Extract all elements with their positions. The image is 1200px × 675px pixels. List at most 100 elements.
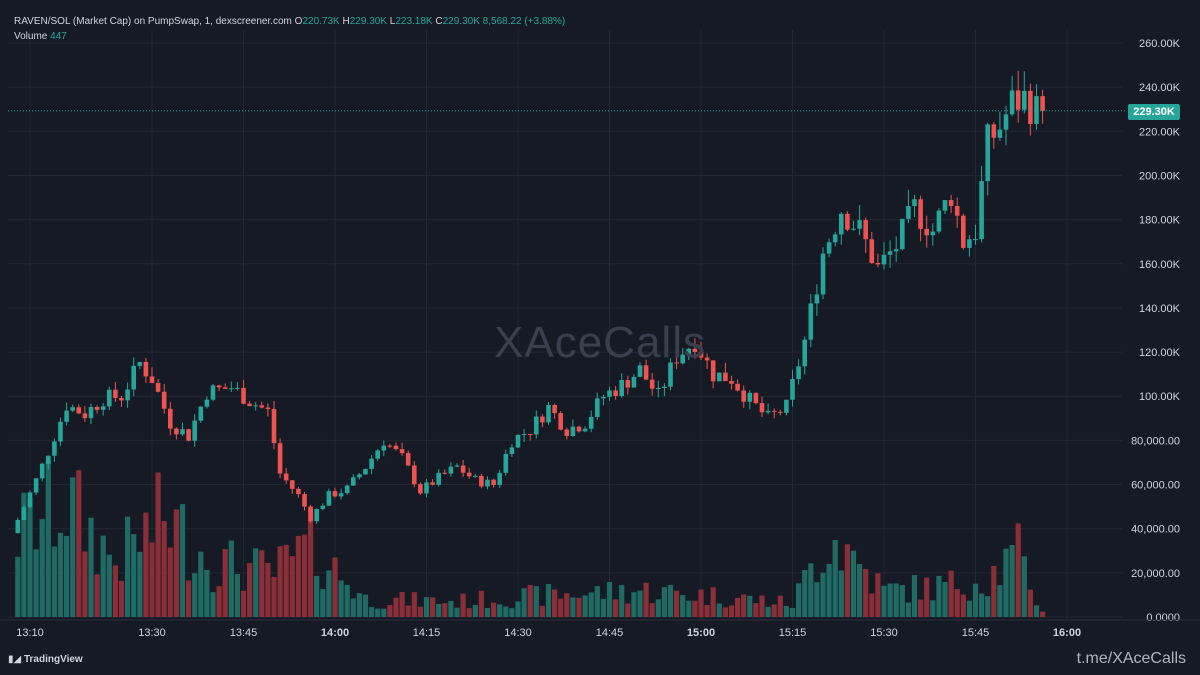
candle-body bbox=[808, 303, 814, 340]
candle-body bbox=[21, 507, 27, 520]
volume-bar bbox=[131, 534, 137, 617]
candle-body bbox=[631, 376, 637, 388]
volume-bar bbox=[387, 604, 393, 617]
high-value: 229.30K bbox=[349, 16, 387, 27]
candle-body bbox=[174, 428, 179, 435]
candle-body bbox=[344, 485, 350, 494]
candle-body bbox=[961, 215, 966, 248]
candle-body bbox=[582, 428, 588, 432]
volume-bar bbox=[741, 594, 747, 617]
candle-body bbox=[546, 405, 551, 423]
candle-body bbox=[180, 429, 185, 435]
tradingview-logo-icon: ▮◢ bbox=[8, 654, 22, 665]
candle-body bbox=[918, 199, 923, 229]
candle-body bbox=[1028, 90, 1033, 124]
candle-body bbox=[692, 348, 698, 352]
candle-body bbox=[790, 379, 795, 400]
volume-bar bbox=[369, 607, 375, 617]
candle-body bbox=[558, 413, 563, 430]
volume-bar bbox=[637, 590, 643, 617]
candle-body bbox=[845, 213, 850, 230]
candle-body bbox=[515, 434, 521, 448]
volume-bar bbox=[802, 570, 808, 617]
volume-bar bbox=[783, 605, 789, 617]
candle-body bbox=[1015, 90, 1021, 110]
candle-body bbox=[906, 205, 911, 219]
candle-body bbox=[363, 468, 368, 475]
candle-body bbox=[326, 491, 332, 506]
volume-bar bbox=[991, 565, 997, 617]
candle-body bbox=[265, 407, 271, 410]
candle-body bbox=[485, 479, 490, 487]
volume-bar bbox=[460, 593, 466, 617]
candle-body bbox=[387, 445, 393, 447]
volume-bar bbox=[64, 535, 70, 617]
candle-body bbox=[198, 406, 204, 421]
volume-bar bbox=[21, 492, 27, 617]
volume-bar bbox=[588, 592, 594, 617]
candle-body bbox=[649, 379, 655, 389]
volume-bar bbox=[552, 589, 558, 617]
y-tick-label: 20,000.00 bbox=[1131, 568, 1180, 580]
volume-bar bbox=[381, 608, 387, 617]
volume-bar bbox=[161, 521, 167, 617]
chart-legend: RAVEN/SOL (Market Cap) on PumpSwap, 1, d… bbox=[14, 14, 565, 44]
volume-bar bbox=[674, 590, 680, 617]
candle-body bbox=[479, 475, 484, 487]
volume-bar bbox=[210, 592, 216, 617]
x-tick-label: 16:00 bbox=[1053, 627, 1081, 639]
close-label: C bbox=[435, 16, 443, 27]
volume-bar bbox=[271, 576, 277, 617]
candle-body bbox=[735, 383, 740, 391]
open-value: 220.73K bbox=[302, 16, 340, 27]
volume-bar bbox=[442, 603, 448, 617]
candle-body bbox=[527, 434, 533, 436]
volume-bar bbox=[1015, 523, 1021, 617]
volume-bar bbox=[57, 532, 64, 617]
volume-bar bbox=[417, 606, 423, 617]
candle-body bbox=[454, 465, 460, 467]
volume-bar bbox=[15, 556, 21, 617]
candle-body bbox=[832, 234, 838, 243]
candle-body bbox=[149, 376, 155, 384]
volume-bar bbox=[655, 599, 661, 617]
volume-bar bbox=[759, 595, 765, 617]
low-label: L bbox=[389, 16, 396, 27]
volume-bar bbox=[301, 534, 308, 617]
candle-body bbox=[241, 387, 246, 404]
x-tick-label: 15:00 bbox=[687, 627, 715, 639]
candle-body bbox=[900, 218, 905, 250]
volume-bar bbox=[137, 551, 143, 617]
candle-body bbox=[759, 403, 765, 413]
volume-bar bbox=[100, 535, 106, 617]
volume-bar bbox=[857, 563, 863, 617]
volume-bar bbox=[704, 605, 710, 617]
volume-bar bbox=[832, 539, 838, 617]
candle-body bbox=[466, 472, 472, 477]
volume-bar bbox=[399, 591, 405, 617]
volume-bar bbox=[454, 607, 460, 617]
candle-body bbox=[851, 228, 856, 230]
candle-body bbox=[973, 239, 978, 241]
volume-bar bbox=[51, 546, 57, 617]
volume-bar bbox=[735, 597, 741, 617]
candle-body bbox=[460, 465, 466, 473]
candle-body bbox=[680, 354, 685, 364]
volume-bar bbox=[661, 587, 667, 617]
candle-body bbox=[27, 492, 33, 508]
volume-bar bbox=[527, 584, 533, 617]
candle-body bbox=[497, 472, 502, 485]
volume-bar bbox=[667, 584, 674, 617]
candle-body bbox=[94, 407, 100, 410]
candle-body bbox=[424, 482, 429, 494]
volume-bar bbox=[143, 512, 149, 617]
volume-bar bbox=[106, 554, 112, 617]
volume-bar bbox=[948, 570, 954, 617]
volume-bar bbox=[533, 586, 539, 617]
candle-body bbox=[595, 398, 600, 417]
volume-bar bbox=[918, 599, 924, 617]
candle-body bbox=[283, 473, 289, 481]
volume-bar bbox=[173, 509, 179, 617]
candle-body bbox=[613, 390, 618, 397]
